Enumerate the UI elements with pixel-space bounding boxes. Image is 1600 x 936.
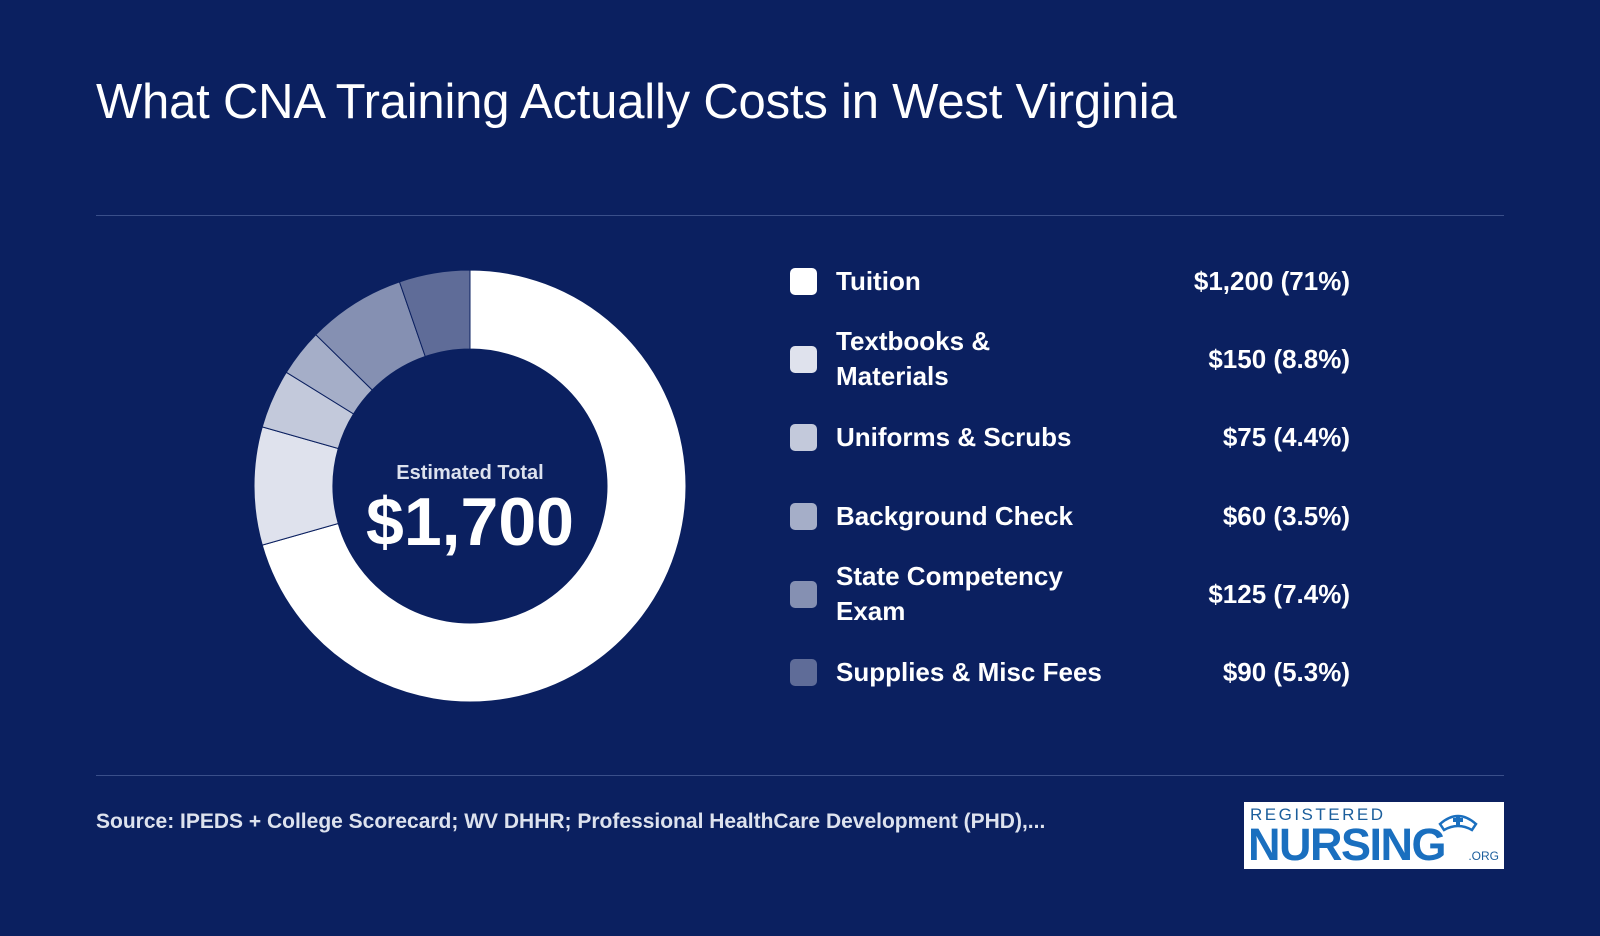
legend-label: State Competency Exam: [836, 561, 1063, 626]
bottom-divider: [96, 775, 1504, 776]
legend-value: $1,200 (71%): [1193, 265, 1350, 296]
donut-slice-supplies-misc-fees: [398, 269, 471, 358]
source-note: Source: IPEDS + College Scorecard; WV DH…: [96, 810, 1046, 833]
legend-swatch: [790, 423, 817, 451]
nurse-cap-icon: [1438, 814, 1478, 832]
legend-item: State Competency Exam $125 (7.4%): [790, 559, 1350, 629]
legend-value: $60 (3.5%): [1222, 500, 1350, 531]
registered-nursing-logo: REGISTERED NURSING .ORG: [1244, 802, 1504, 870]
center-total-value: $1,700: [366, 484, 574, 560]
top-divider: [96, 215, 1504, 216]
donut-slice-tuition: [261, 269, 687, 703]
chart-title: What CNA Training Actually Costs in West…: [96, 75, 1177, 129]
legend-swatch: [790, 502, 817, 530]
logo-main-text: NURSING: [1248, 819, 1447, 870]
legend-value: $90 (5.3%): [1222, 656, 1350, 687]
legend-item: Background Check $60 (3.5%): [790, 481, 1350, 551]
logo-suffix-text: .ORG: [1468, 849, 1499, 863]
legend-item: Uniforms & Scrubs $75 (4.4%): [790, 402, 1350, 472]
legend-swatch: [790, 345, 817, 373]
legend-label: Textbooks & Materials: [836, 326, 991, 391]
legend-item: Supplies & Misc Fees $90 (5.3%): [790, 637, 1350, 707]
legend-label: Background Check: [836, 500, 1073, 531]
logo-top-text: REGISTERED: [1250, 805, 1386, 824]
legend-item: Tuition $1,200 (71%): [790, 246, 1350, 316]
legend-item: Textbooks & Materials $150 (8.8%): [790, 324, 1350, 394]
legend-value: $125 (7.4%): [1208, 578, 1350, 609]
legend-swatch: [790, 658, 817, 686]
legend-label: Uniforms & Scrubs: [836, 421, 1072, 452]
legend-label: Tuition: [836, 265, 921, 296]
legend-label: Supplies & Misc Fees: [836, 656, 1102, 687]
legend-value: $150 (8.8%): [1208, 343, 1350, 374]
legend-swatch: [790, 580, 817, 608]
legend-value: $75 (4.4%): [1222, 421, 1350, 452]
legend-swatch: [790, 267, 817, 295]
donut-chart: Estimated Total $1,700: [253, 269, 687, 703]
center-label: Estimated Total: [396, 462, 543, 484]
